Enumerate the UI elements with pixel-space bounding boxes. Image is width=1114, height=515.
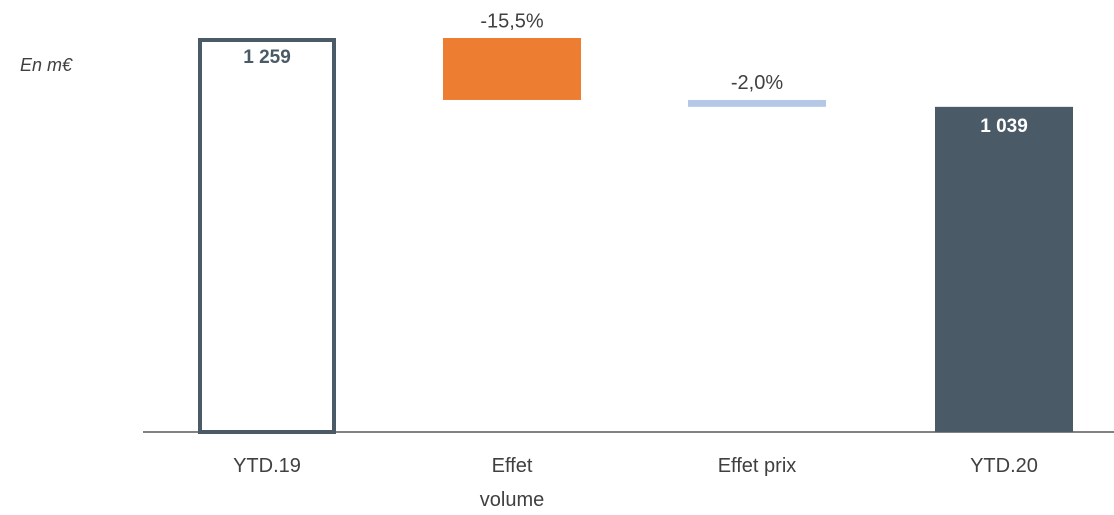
value-label: 1 259 <box>243 47 291 68</box>
annotation: -15,5% <box>480 10 544 32</box>
bar <box>935 106 1073 432</box>
annotation: -2,0% <box>731 72 783 94</box>
bar <box>688 99 826 107</box>
x-tick-label: Effet prix <box>717 455 797 477</box>
x-tick-label: YTD.19 <box>233 455 301 477</box>
value-label: 1 039 <box>980 116 1028 137</box>
bar <box>198 38 336 434</box>
x-tick-label: YTD.20 <box>970 455 1038 477</box>
bar <box>443 38 581 100</box>
unit-label: En m€ <box>20 55 73 75</box>
x-tick-label: Effet volume <box>479 455 545 511</box>
